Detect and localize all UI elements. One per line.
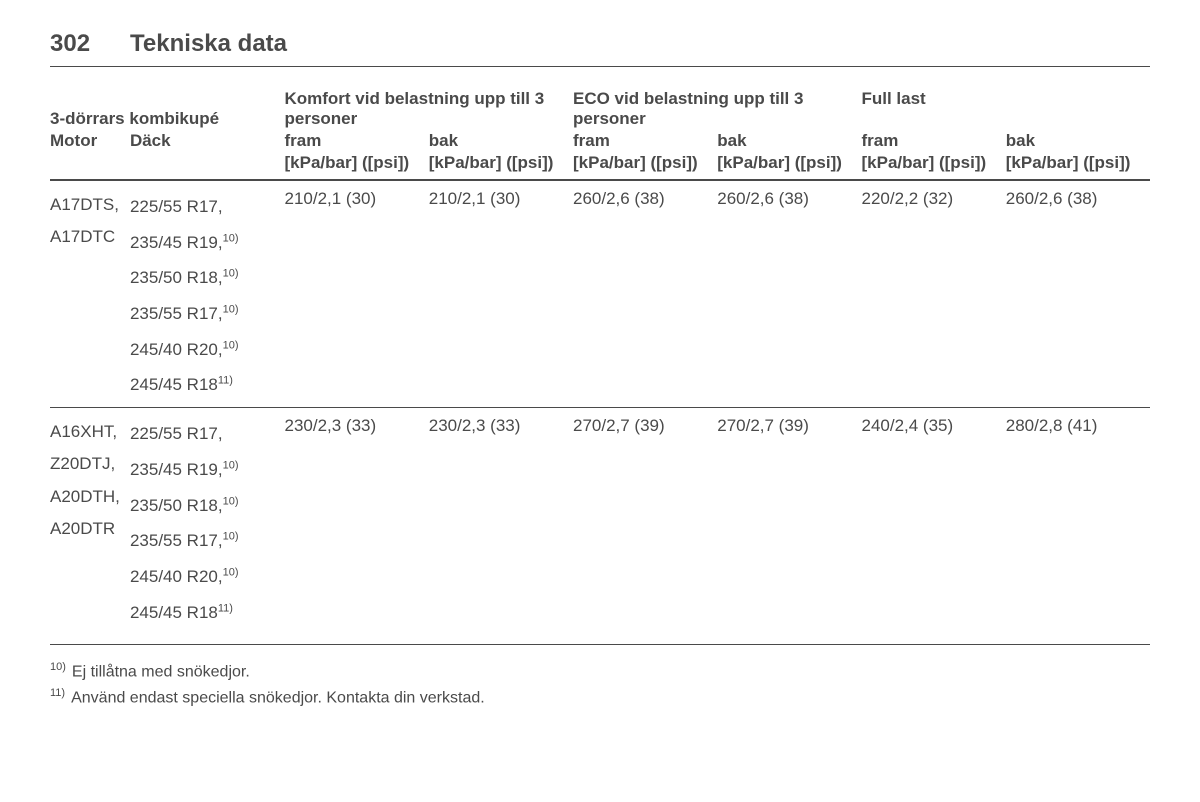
col-tire-label: Däck [130,129,285,153]
tire-pressure-table: 3-dörrars kombikupé Komfort vid belastni… [50,85,1150,634]
footnote-num: 11) [50,687,65,699]
tire-cell: 225/55 R17, 235/45 R19,10) 235/50 R18,10… [130,180,285,408]
page-number: 302 [50,30,90,58]
top-left-label: 3-dörrars kombikupé [50,85,284,129]
motor-line: A17DTC [50,221,124,253]
section-title: Tekniska data [130,30,287,58]
table-bottom-divider [50,644,1150,645]
tire-line: 235/55 R17,10) [130,296,279,332]
sub-header-row: Motor Däck fram bak fram bak fram bak [50,129,1150,153]
table-row: A16XHT, Z20DTJ, A20DTH, A20DTR 225/55 R1… [50,408,1150,635]
sub-col: fram [573,129,717,153]
group-header-row: 3-dörrars kombikupé Komfort vid belastni… [50,85,1150,129]
tire-line: 245/40 R20,10) [130,559,279,595]
table-row: A17DTS, A17DTC 225/55 R17, 235/45 R19,10… [50,180,1150,408]
header-divider [50,66,1150,67]
motor-line: A20DTH, [50,481,124,513]
tire-line: 245/40 R20,10) [130,332,279,368]
page: 302 Tekniska data 3-dörrars kombikupé Ko… [0,0,1200,750]
unit-label: [kPa/bar] ([psi]) [573,153,717,180]
tire-line: 235/55 R17,10) [130,523,279,559]
footnote-text: Använd endast speciella snökedjor. Konta… [71,689,485,706]
tire-line: 235/45 R19,10) [130,452,279,488]
sub-col: bak [717,129,861,153]
tire-line: 235/45 R19,10) [130,225,279,261]
value-cell: 240/2,4 (35) [861,408,1005,635]
unit-label: [kPa/bar] ([psi]) [1006,153,1150,180]
motor-line: Z20DTJ, [50,448,124,480]
unit-label: [kPa/bar] ([psi]) [284,153,428,180]
footnote: 11) Använd endast speciella snökedjor. Ko… [50,685,1150,710]
footnote: 10) Ej tillåtna med snökedjor. [50,659,1150,684]
motor-cell: A17DTS, A17DTC [50,180,130,408]
value-cell: 210/2,1 (30) [284,180,428,408]
group-header-full: Full last [861,85,1150,129]
footnote-num: 10) [50,661,66,673]
tire-line: 225/55 R17, [130,416,279,452]
footnote-text: Ej tillåtna med snökedjor. [72,664,250,681]
value-cell: 220/2,2 (32) [861,180,1005,408]
value-cell: 210/2,1 (30) [429,180,573,408]
group-header-comfort: Komfort vid belastning upp till 3 person… [284,85,573,129]
unit-label: [kPa/bar] ([psi]) [717,153,861,180]
col-motor-label: Motor [50,129,130,153]
sub-col: bak [1006,129,1150,153]
value-cell: 260/2,6 (38) [1006,180,1150,408]
group-header-eco: ECO vid belastning upp till 3 personer [573,85,862,129]
unit-label: [kPa/bar] ([psi]) [429,153,573,180]
tire-line: 245/45 R1811) [130,595,279,631]
value-cell: 230/2,3 (33) [429,408,573,635]
tire-line: 235/50 R18,10) [130,260,279,296]
sub-col: fram [284,129,428,153]
value-cell: 260/2,6 (38) [573,180,717,408]
value-cell: 280/2,8 (41) [1006,408,1150,635]
footnotes: 10) Ej tillåtna med snökedjor. 11) Använd … [50,659,1150,710]
tire-line: 225/55 R17, [130,189,279,225]
page-header: 302 Tekniska data [50,30,1150,58]
motor-line: A16XHT, [50,416,124,448]
value-cell: 230/2,3 (33) [284,408,428,635]
sub-col: bak [429,129,573,153]
value-cell: 270/2,7 (39) [717,408,861,635]
tire-cell: 225/55 R17, 235/45 R19,10) 235/50 R18,10… [130,408,285,635]
tire-line: 245/45 R1811) [130,367,279,403]
unit-row: [kPa/bar] ([psi]) [kPa/bar] ([psi]) [kPa… [50,153,1150,180]
sub-col: fram [861,129,1005,153]
tire-line: 235/50 R18,10) [130,488,279,524]
unit-label: [kPa/bar] ([psi]) [861,153,1005,180]
motor-line: A17DTS, [50,189,124,221]
motor-line: A20DTR [50,513,124,545]
motor-cell: A16XHT, Z20DTJ, A20DTH, A20DTR [50,408,130,635]
value-cell: 270/2,7 (39) [573,408,717,635]
value-cell: 260/2,6 (38) [717,180,861,408]
